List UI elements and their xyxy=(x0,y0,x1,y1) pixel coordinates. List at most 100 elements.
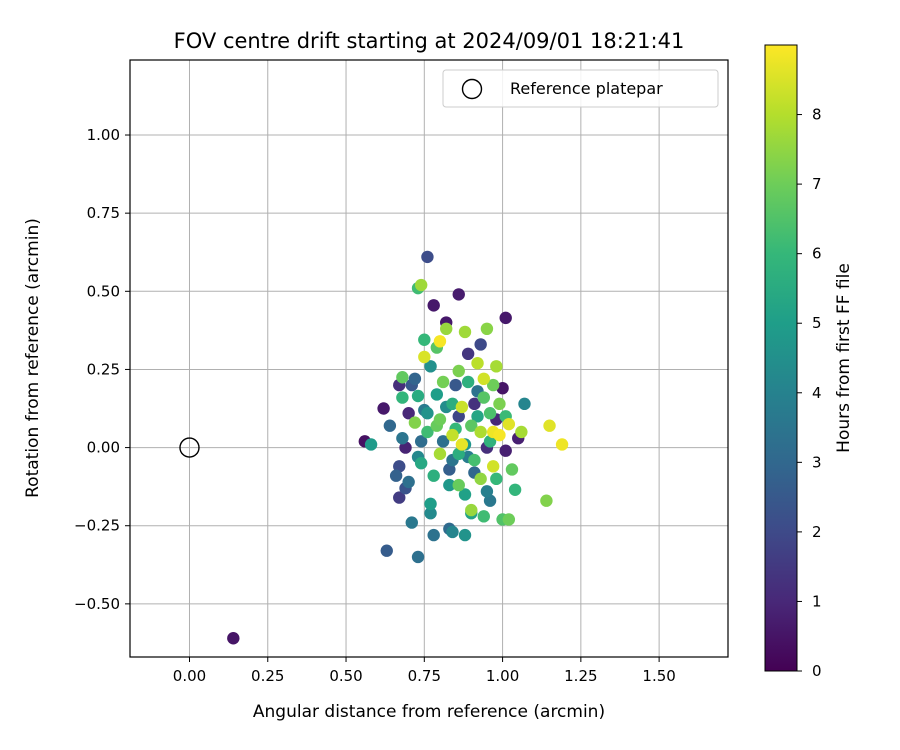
scatter-point xyxy=(490,472,503,486)
x-tick-label: 0.25 xyxy=(251,667,284,685)
scatter-point xyxy=(396,432,409,445)
scatter-point xyxy=(480,322,494,336)
scatter-point xyxy=(443,478,456,492)
colorbar-tick-label: 5 xyxy=(812,314,822,332)
scatter-point xyxy=(458,528,472,542)
scatter-point xyxy=(402,475,415,489)
scatter-point xyxy=(396,391,409,404)
scatter-point xyxy=(408,372,422,386)
scatter-point xyxy=(452,364,465,378)
scatter-point xyxy=(508,483,522,496)
scatter-point xyxy=(436,435,450,448)
scatter-point xyxy=(505,463,519,476)
plot-area-frame xyxy=(129,59,729,658)
scatter-point xyxy=(414,278,428,292)
scatter-point xyxy=(480,485,494,498)
scatter-point xyxy=(486,378,500,392)
scatter-point xyxy=(474,425,487,439)
scatter-point xyxy=(418,350,431,364)
legend: Reference platepar xyxy=(442,69,719,108)
scatter-point xyxy=(393,460,406,473)
scatter-point xyxy=(499,311,512,325)
x-tick-label: 0.00 xyxy=(173,667,206,685)
scatter-point xyxy=(452,288,465,301)
scatter-point xyxy=(424,360,437,373)
scatter-points xyxy=(227,250,569,645)
x-axis: 0.00 0.25 0.50 0.75 1.00 1.25 1.50 xyxy=(173,657,676,685)
scatter-point xyxy=(440,322,453,336)
scatter-point xyxy=(411,550,425,564)
scatter-point xyxy=(446,428,459,442)
colorbar-tick-label: 2 xyxy=(812,523,822,541)
scatter-point xyxy=(380,544,393,557)
y-axis-label: Rotation from reference (arcmin) xyxy=(23,218,43,498)
scatter-point xyxy=(383,419,397,432)
scatter-point xyxy=(502,513,516,526)
scatter-point xyxy=(474,472,487,486)
scatter-point xyxy=(421,406,434,420)
scatter-point xyxy=(483,435,497,448)
scatter-point xyxy=(455,400,469,414)
colorbar xyxy=(764,44,798,672)
y-tick-label: 0.25 xyxy=(87,360,120,378)
scatter-point xyxy=(446,525,459,539)
scatter-point xyxy=(408,416,422,429)
legend-label: Reference platepar xyxy=(510,79,663,98)
x-tick-label: 1.00 xyxy=(486,667,519,685)
scatter-point xyxy=(402,406,415,420)
scatter-point xyxy=(427,299,440,312)
scatter-point xyxy=(427,469,440,482)
scatter-point xyxy=(393,491,406,504)
scatter-point xyxy=(424,507,437,520)
scatter-point xyxy=(227,632,240,645)
colorbar-tick-label: 1 xyxy=(812,592,822,610)
scatter-point xyxy=(496,381,509,395)
chart-title: FOV centre drift starting at 2024/09/01 … xyxy=(174,29,685,53)
reference-point-marker xyxy=(179,437,200,458)
y-tick-label: −0.25 xyxy=(74,517,120,535)
scatter-point xyxy=(540,494,553,507)
scatter-point xyxy=(543,419,556,432)
scatter-point xyxy=(405,516,418,529)
scatter-point xyxy=(483,494,497,507)
scatter-point xyxy=(452,447,465,461)
scatter-point xyxy=(433,447,447,461)
reference-point-layer xyxy=(179,437,200,458)
scatter-point xyxy=(414,435,428,448)
scatter-point xyxy=(493,397,506,411)
scatter-point xyxy=(396,371,409,384)
scatter-point xyxy=(414,457,428,470)
scatter-point xyxy=(421,250,434,264)
scatter-point xyxy=(477,391,490,404)
scatter-point xyxy=(452,478,465,492)
scatter-point xyxy=(468,397,481,411)
legend-box xyxy=(442,69,719,108)
scatter-point xyxy=(458,325,472,339)
scatter-point xyxy=(430,388,444,401)
scatter-point xyxy=(458,488,472,501)
scatter-point xyxy=(443,463,456,476)
x-axis-label: Angular distance from reference (arcmin) xyxy=(253,702,605,722)
scatter-point xyxy=(468,453,481,467)
x-tick-label: 0.50 xyxy=(329,667,362,685)
scatter-point xyxy=(465,419,478,432)
scatter-point xyxy=(471,356,484,370)
y-tick-label: −0.50 xyxy=(74,595,120,613)
scatter-point xyxy=(555,438,569,451)
scatter-point xyxy=(411,389,425,403)
scatter-point xyxy=(452,410,465,423)
colorbar-ticks: 0 1 2 3 4 5 6 7 8 xyxy=(797,106,822,680)
scatter-point xyxy=(474,338,487,351)
scatter-point xyxy=(493,428,506,442)
legend-marker-icon xyxy=(461,78,483,100)
scatter-point xyxy=(477,510,490,523)
colorbar-tick-label: 0 xyxy=(812,662,822,680)
scatter-point xyxy=(433,413,447,426)
scatter-point xyxy=(389,469,403,482)
scatter-point xyxy=(471,410,484,423)
x-tick-label: 1.25 xyxy=(564,667,597,685)
y-tick-label: 0.50 xyxy=(87,282,120,300)
y-tick-label: 0.75 xyxy=(87,204,120,222)
colorbar-label: Hours from first FF file xyxy=(834,263,854,453)
